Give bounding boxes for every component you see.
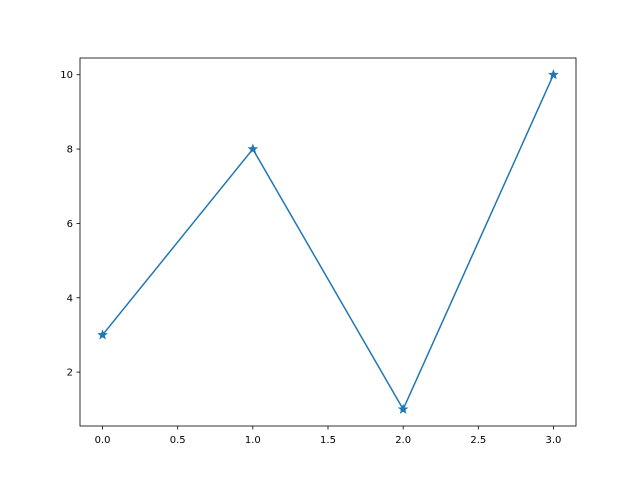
axes-frame — [79, 57, 577, 427]
star-marker — [97, 329, 108, 340]
y-tick-label: 4 — [67, 293, 73, 304]
x-tick-label: 3.0 — [546, 435, 562, 446]
y-tick-label: 2 — [67, 368, 73, 379]
x-tick-label: 2.5 — [470, 435, 486, 446]
x-tick-label: 1.5 — [320, 435, 336, 446]
y-tick-label: 8 — [67, 145, 73, 156]
x-tick-label: 0.0 — [95, 435, 111, 446]
x-tick-label: 2.0 — [395, 435, 411, 446]
star-marker — [397, 403, 409, 414]
x-tick-label: 1.0 — [245, 435, 261, 446]
x-tick-label: 0.5 — [170, 435, 186, 446]
star-marker — [548, 69, 559, 80]
y-tick-label: 10 — [60, 70, 73, 81]
star-marker — [247, 143, 259, 154]
series-line — [101, 74, 555, 411]
y-tick-label: 6 — [67, 219, 73, 230]
